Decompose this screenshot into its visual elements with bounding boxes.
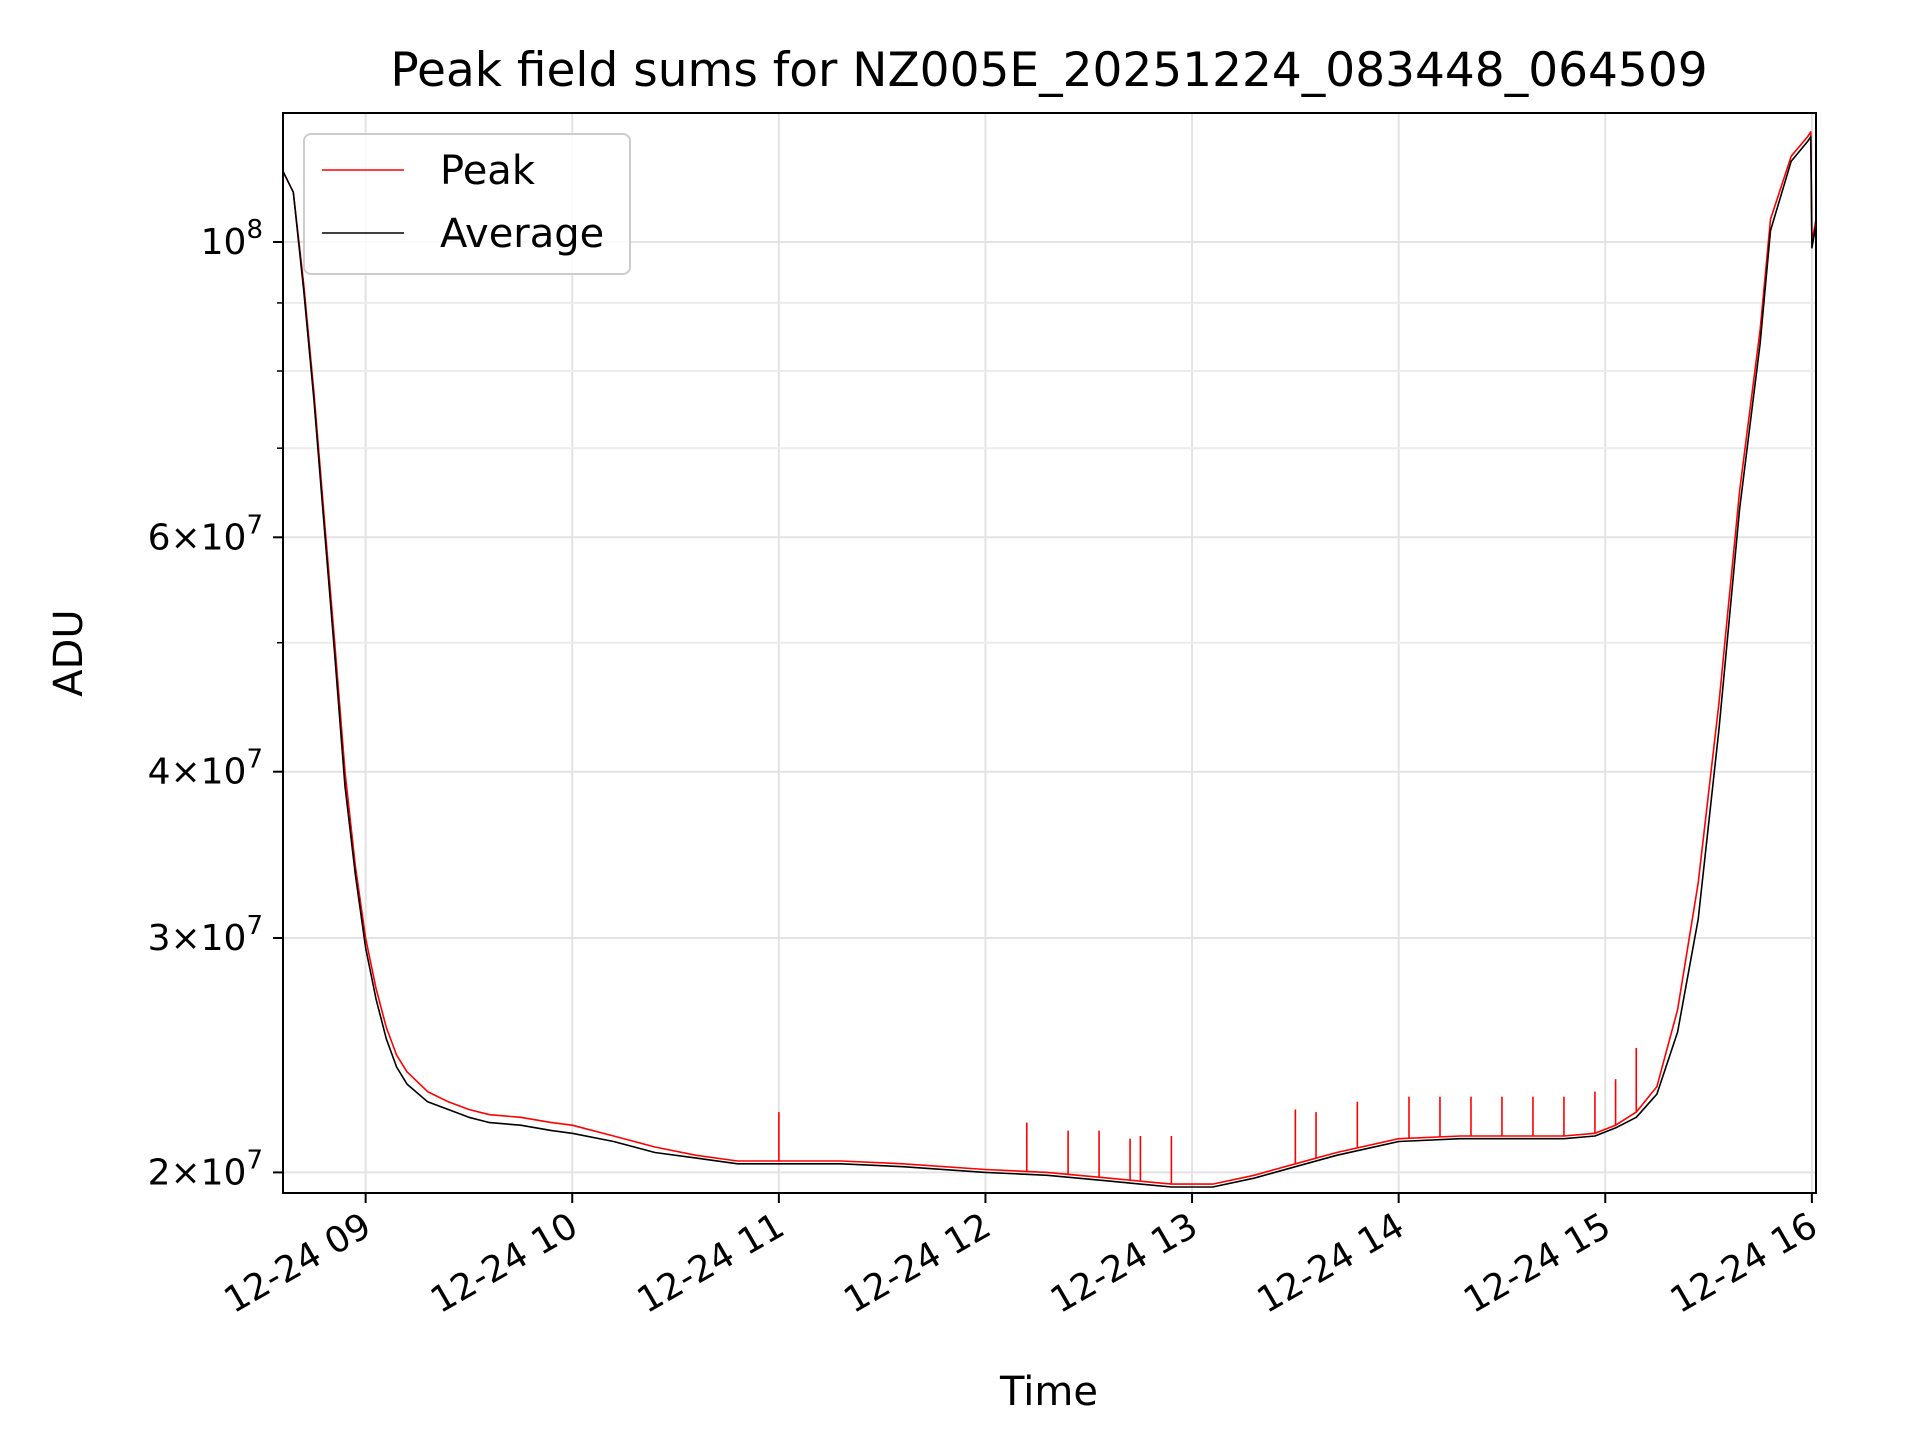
plot-frame xyxy=(282,112,1817,1194)
grid xyxy=(283,113,1816,1193)
y-tick-label: 2×107 xyxy=(148,1145,263,1193)
series-line-average xyxy=(282,135,1817,1188)
chart-title: Peak field sums for NZ005E_20251224_0834… xyxy=(390,43,1707,98)
legend: Peak Average xyxy=(303,133,631,275)
y-tick-label: 6×107 xyxy=(148,510,263,558)
series-line-peak xyxy=(282,131,1817,1185)
legend-box xyxy=(303,133,631,275)
legend-average-label: Average xyxy=(440,211,604,257)
y-tick-label: 4×107 xyxy=(148,745,263,793)
y-axis-label: ADU xyxy=(46,609,92,696)
y-tick-label: 3×107 xyxy=(148,911,263,959)
plot-series xyxy=(282,131,1817,1188)
legend-peak-label: Peak xyxy=(440,148,536,194)
x-axis-label: Time xyxy=(999,1369,1098,1415)
